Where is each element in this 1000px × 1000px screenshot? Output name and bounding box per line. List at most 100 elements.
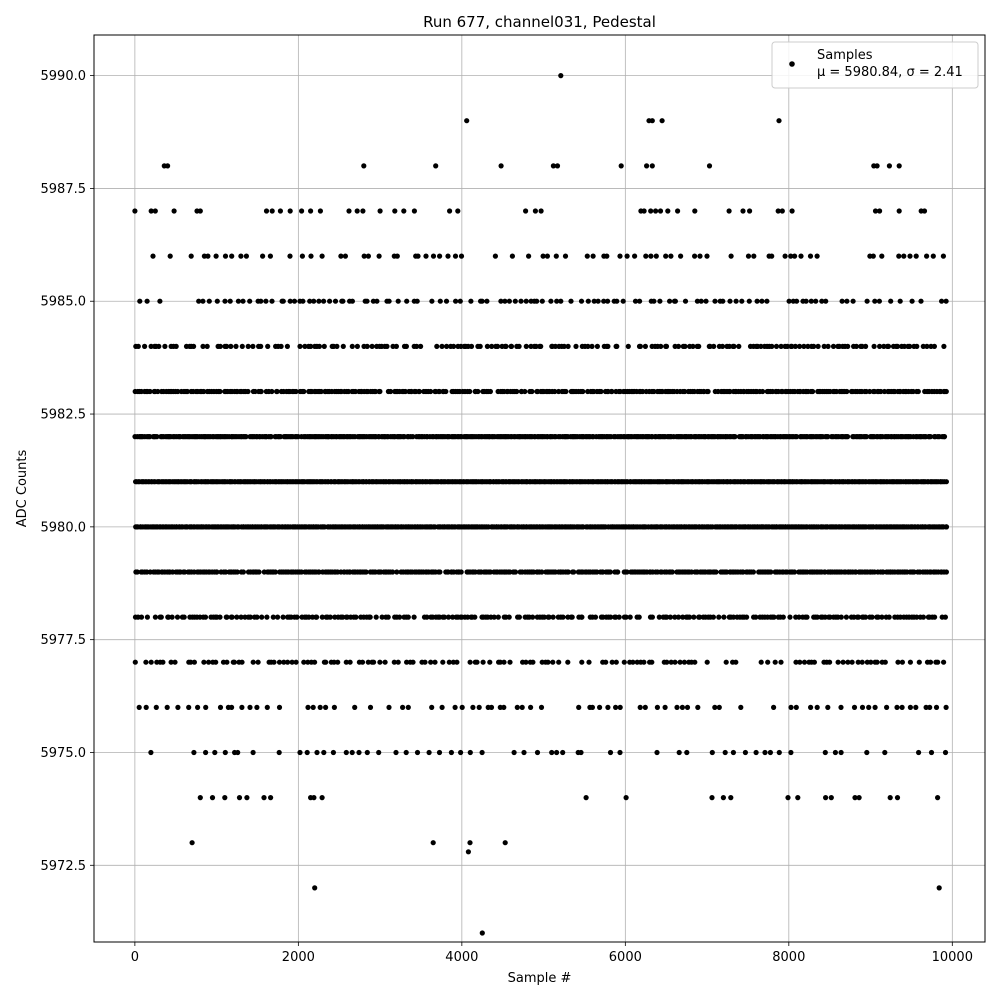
data-point xyxy=(214,569,220,575)
data-point xyxy=(235,749,241,756)
data-point xyxy=(523,659,529,665)
data-point xyxy=(844,388,850,395)
data-point xyxy=(534,298,540,304)
data-point xyxy=(319,614,325,620)
y-tick-label: 5987.5 xyxy=(41,182,87,197)
data-point xyxy=(617,253,623,259)
data-point xyxy=(353,614,359,620)
data-point xyxy=(217,614,223,620)
data-point xyxy=(307,298,313,304)
data-point xyxy=(694,298,701,304)
data-point xyxy=(137,298,143,304)
data-point xyxy=(641,208,647,214)
data-point xyxy=(835,659,841,665)
data-point xyxy=(595,298,601,304)
data-point xyxy=(291,298,298,304)
data-point xyxy=(476,704,482,711)
data-point xyxy=(385,614,391,620)
data-point xyxy=(651,388,657,395)
data-point xyxy=(247,614,253,620)
data-point xyxy=(668,659,674,665)
data-point xyxy=(264,704,270,711)
data-point xyxy=(205,253,211,259)
data-point xyxy=(423,253,429,259)
data-point xyxy=(649,118,655,124)
data-point xyxy=(782,253,788,259)
data-point xyxy=(779,208,785,214)
data-point xyxy=(855,659,861,665)
data-point xyxy=(467,840,473,846)
data-point xyxy=(776,749,782,756)
data-point xyxy=(321,749,327,756)
data-point xyxy=(684,704,691,711)
data-point xyxy=(354,343,360,349)
data-point xyxy=(521,749,527,756)
data-point xyxy=(872,298,878,304)
data-point xyxy=(441,614,447,620)
data-point xyxy=(663,253,669,259)
data-point xyxy=(810,388,816,395)
data-point xyxy=(516,343,522,349)
data-point xyxy=(711,343,717,349)
data-point xyxy=(416,388,422,395)
data-point xyxy=(932,614,938,620)
data-point xyxy=(603,659,609,665)
data-point xyxy=(882,749,888,756)
data-point xyxy=(281,659,287,665)
data-point xyxy=(789,208,795,214)
data-point xyxy=(562,253,569,259)
data-point xyxy=(304,749,310,756)
data-point xyxy=(269,388,275,395)
data-point xyxy=(224,659,230,665)
x-axis-title: Sample # xyxy=(508,971,572,986)
data-point xyxy=(924,253,930,259)
data-point xyxy=(487,659,493,665)
data-point xyxy=(877,343,883,349)
data-point xyxy=(742,749,749,756)
data-point xyxy=(607,749,614,756)
data-point xyxy=(349,343,355,349)
data-point xyxy=(881,343,887,349)
data-point xyxy=(202,614,209,620)
data-point xyxy=(487,569,493,575)
data-point xyxy=(228,343,234,349)
data-point xyxy=(206,298,212,304)
data-point xyxy=(144,298,150,304)
data-point xyxy=(793,659,799,665)
data-point xyxy=(270,614,276,620)
data-point xyxy=(388,388,394,395)
data-point xyxy=(663,343,670,349)
data-point xyxy=(568,298,574,304)
data-point xyxy=(624,569,630,575)
x-tick-label: 8000 xyxy=(772,950,805,965)
data-point xyxy=(590,253,596,259)
data-point xyxy=(684,749,690,756)
data-point xyxy=(347,659,353,665)
data-point xyxy=(585,298,591,304)
data-point xyxy=(719,343,726,349)
data-point xyxy=(306,614,312,620)
data-point xyxy=(885,343,892,349)
data-point xyxy=(468,343,475,349)
data-point xyxy=(563,388,569,395)
data-point xyxy=(627,614,633,620)
data-point xyxy=(245,343,251,349)
data-point xyxy=(479,298,485,304)
data-point xyxy=(762,749,768,756)
data-point xyxy=(297,749,303,756)
data-point xyxy=(287,208,293,214)
data-point xyxy=(794,298,800,304)
data-point xyxy=(197,795,203,801)
data-point xyxy=(942,749,949,756)
data-point xyxy=(845,659,851,665)
data-point xyxy=(872,704,878,711)
data-point xyxy=(720,795,727,801)
data-point xyxy=(692,659,698,665)
data-point xyxy=(727,298,733,304)
data-point xyxy=(174,614,181,620)
data-point xyxy=(188,659,194,665)
data-point xyxy=(641,659,647,665)
data-point xyxy=(637,704,643,711)
data-point xyxy=(534,749,541,756)
